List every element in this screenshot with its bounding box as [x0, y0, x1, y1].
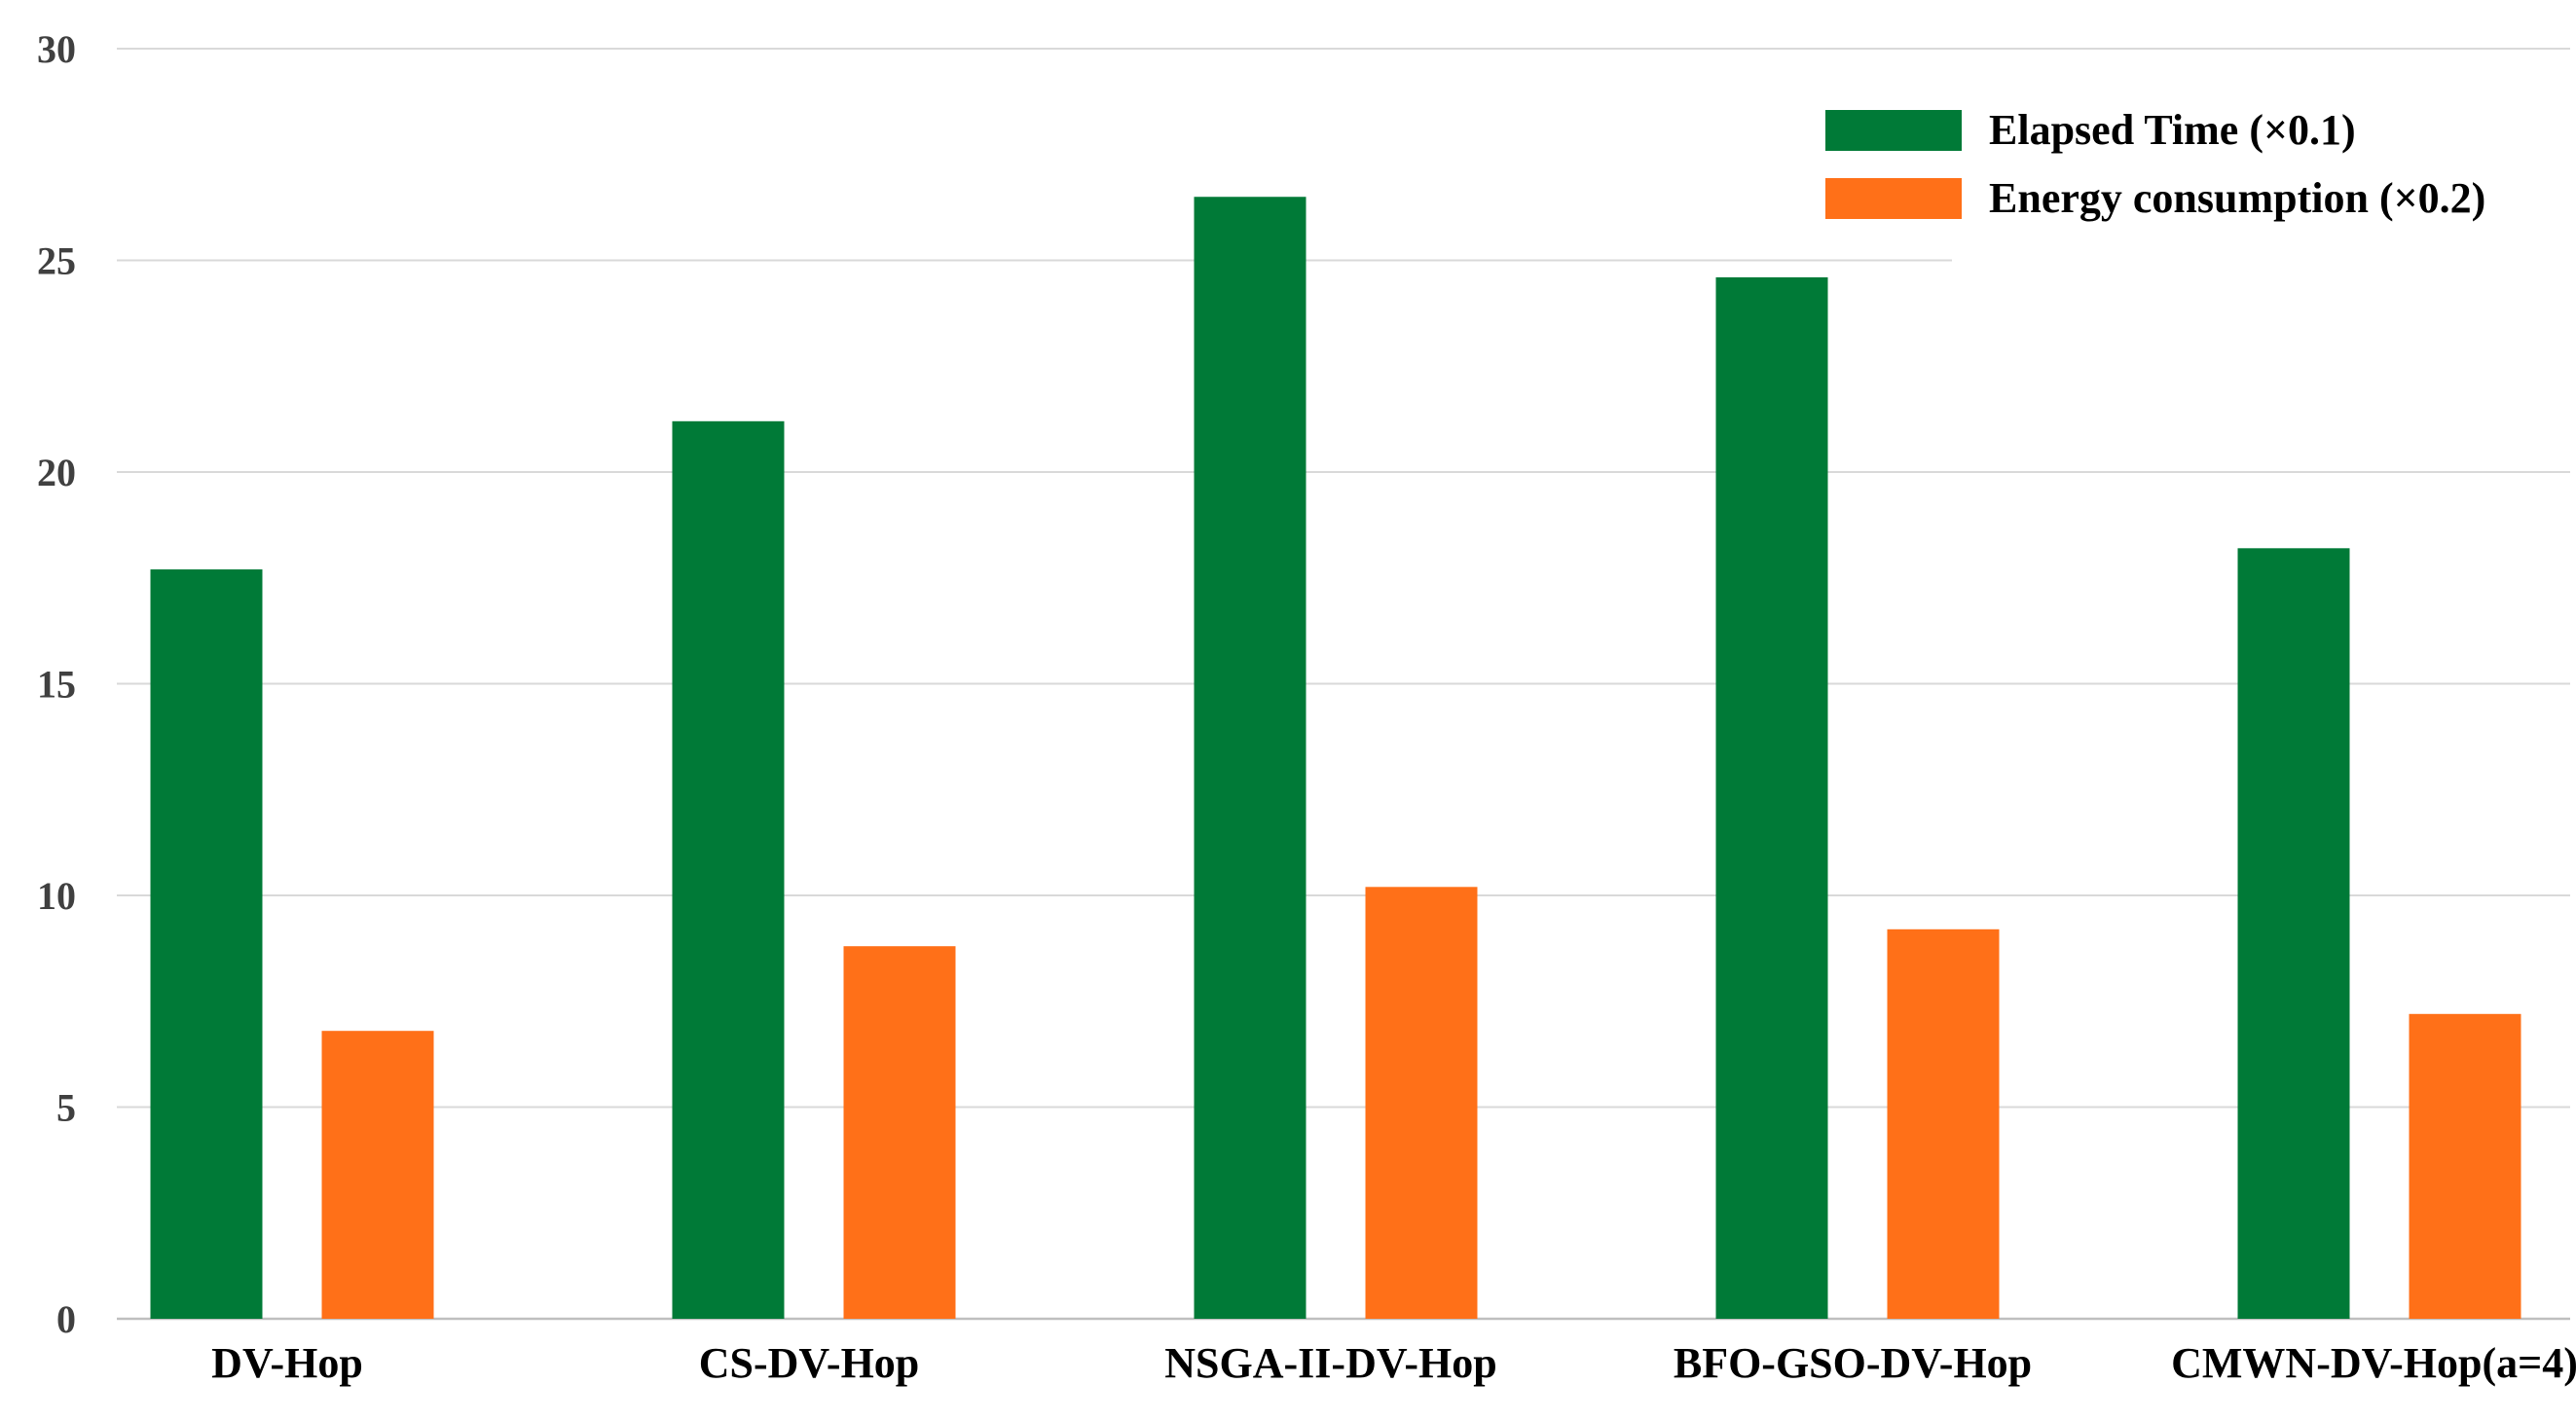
bar-elapsed-time-cmwn-dv-hop-a-4-: [2237, 548, 2350, 1319]
legend-label-energy-consumption: Energy consumption (×0.2): [1989, 174, 2485, 222]
x-category-label-nsga-ii-dv-hop: NSGA-II-DV-Hop: [1164, 1339, 1496, 1387]
legend-swatch-energy-consumption: [1825, 178, 1962, 219]
y-tick-label-30: 30: [37, 27, 76, 71]
y-tick-label-0: 0: [56, 1297, 76, 1341]
bar-elapsed-time-dv-hop: [150, 569, 263, 1319]
legend-label-elapsed-time: Elapsed Time (×0.1): [1989, 106, 2356, 154]
y-axis-ticks: 0 5 10 15 20 25 30: [37, 27, 76, 1341]
legend-swatch-elapsed-time: [1825, 110, 1962, 151]
bar-energy-consumption-cs-dv-hop: [843, 946, 956, 1319]
grid-lines: [117, 48, 2570, 1321]
y-tick-label-15: 15: [37, 663, 76, 707]
x-category-label-cs-dv-hop: CS-DV-Hop: [699, 1339, 920, 1387]
bar-elapsed-time-nsga-ii-dv-hop: [1194, 197, 1306, 1319]
legend: Elapsed Time (×0.1) Energy consumption (×…: [1825, 106, 2485, 222]
bar-energy-consumption-nsga-ii-dv-hop: [1365, 887, 1478, 1319]
x-category-label-dv-hop: DV-Hop: [211, 1339, 363, 1387]
bar-energy-consumption-dv-hop: [321, 1031, 434, 1319]
y-tick-label-20: 20: [37, 451, 76, 494]
y-tick-label-25: 25: [37, 239, 76, 283]
x-category-label-cmwn-dv-hop-a-4-: CMWN-DV-Hop(a=4): [2171, 1339, 2576, 1387]
y-tick-label-5: 5: [56, 1086, 76, 1130]
x-axis-labels: DV-Hop CS-DV-Hop NSGA-II-DV-Hop BFO-GSO-DV-…: [211, 1339, 2576, 1387]
bar-energy-consumption-bfo-gso-dv-hop: [1887, 928, 2000, 1319]
bar-elapsed-time-cs-dv-hop: [672, 420, 785, 1319]
bar-energy-consumption-cmwn-dv-hop-a-4-: [2409, 1013, 2521, 1319]
x-category-label-bfo-gso-dv-hop: BFO-GSO-DV-Hop: [1674, 1339, 2032, 1387]
y-tick-label-10: 10: [37, 874, 76, 918]
bars: [150, 197, 2521, 1319]
bar-elapsed-time-bfo-gso-dv-hop: [1715, 276, 1828, 1319]
